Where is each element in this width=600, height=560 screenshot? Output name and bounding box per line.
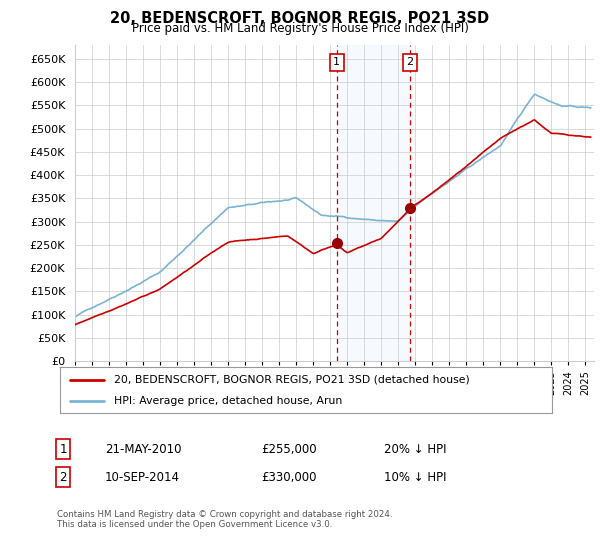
- Text: £330,000: £330,000: [261, 470, 317, 484]
- Text: 1: 1: [59, 442, 67, 456]
- Text: 10-SEP-2014: 10-SEP-2014: [105, 470, 180, 484]
- Text: 20% ↓ HPI: 20% ↓ HPI: [384, 442, 446, 456]
- Text: £255,000: £255,000: [261, 442, 317, 456]
- Text: 2: 2: [59, 470, 67, 484]
- Text: Contains HM Land Registry data © Crown copyright and database right 2024.
This d: Contains HM Land Registry data © Crown c…: [57, 510, 392, 529]
- Text: 21-MAY-2010: 21-MAY-2010: [105, 442, 182, 456]
- Bar: [337, 45, 410, 361]
- Text: 2: 2: [406, 58, 413, 67]
- Text: HPI: Average price, detached house, Arun: HPI: Average price, detached house, Arun: [114, 396, 343, 406]
- Text: 20, BEDENSCROFT, BOGNOR REGIS, PO21 3SD: 20, BEDENSCROFT, BOGNOR REGIS, PO21 3SD: [110, 11, 490, 26]
- Text: Price paid vs. HM Land Registry's House Price Index (HPI): Price paid vs. HM Land Registry's House …: [131, 22, 469, 35]
- Text: 1: 1: [333, 58, 340, 67]
- Text: 10% ↓ HPI: 10% ↓ HPI: [384, 470, 446, 484]
- Text: 20, BEDENSCROFT, BOGNOR REGIS, PO21 3SD (detached house): 20, BEDENSCROFT, BOGNOR REGIS, PO21 3SD …: [114, 375, 470, 385]
